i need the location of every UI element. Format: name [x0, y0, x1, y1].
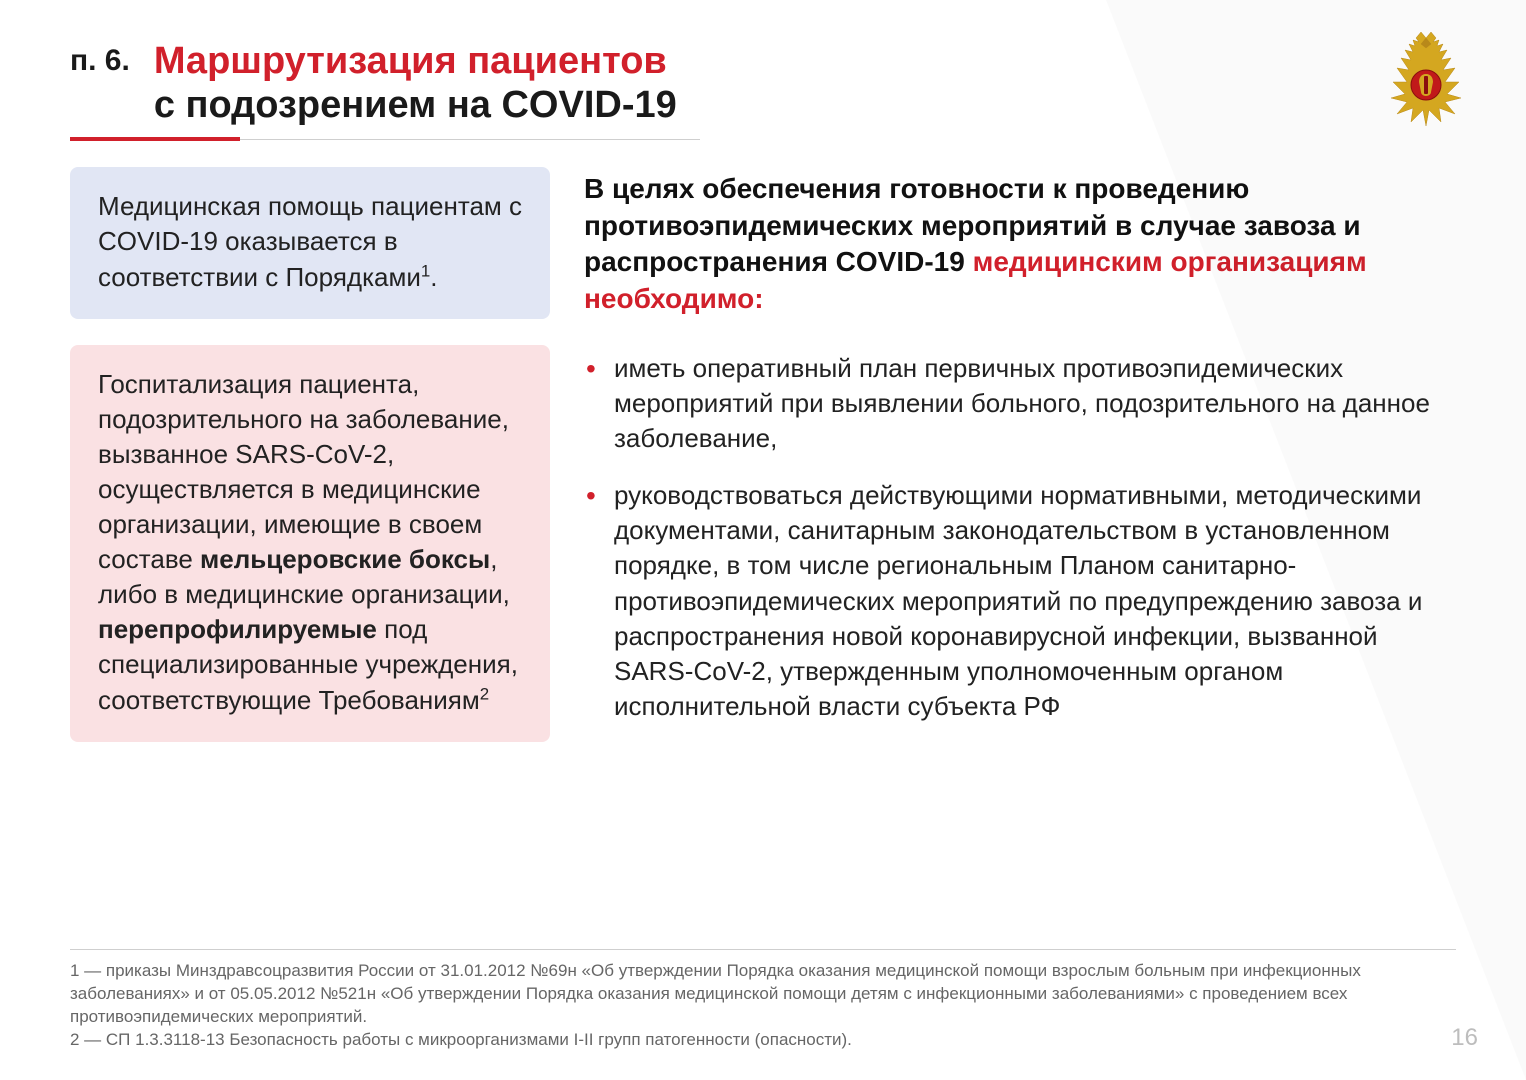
title-block: Маршрутизация пациентов с подозрением на… [154, 40, 1456, 127]
title-underline [70, 137, 1456, 141]
footnote-2: 2 — СП 1.3.3118-13 Безопасность работы с… [70, 1029, 1456, 1052]
header: п. 6. Маршрутизация пациентов с подозрен… [70, 40, 1456, 127]
info-box-pink: Госпитализация пациента, подозрительного… [70, 345, 550, 742]
bullet-list: иметь оперативный план первичных противо… [584, 351, 1456, 724]
left-column: Медицинская помощь пациентам с COVID-19 … [70, 167, 550, 746]
info-box-blue: Медицинская помощь пациентам с COVID-19 … [70, 167, 550, 318]
title-line2: с подозрением на COVID-19 [154, 84, 1456, 128]
title-line1: Маршрутизация пациентов [154, 40, 1456, 84]
ministry-emblem-icon [1381, 30, 1471, 130]
intro-text: В целях обеспечения готовности к проведе… [584, 171, 1456, 317]
bullet-item: руководствоваться действующими нормативн… [584, 478, 1456, 724]
footnotes: 1 — приказы Минздравсоцразвития России о… [70, 949, 1456, 1052]
right-column: В целях обеспечения готовности к проведе… [584, 167, 1456, 746]
footnote-1: 1 — приказы Минздравсоцразвития России о… [70, 960, 1456, 1029]
content: Медицинская помощь пациентам с COVID-19 … [70, 167, 1456, 746]
underline-red [70, 137, 240, 141]
page-number: 16 [1451, 1024, 1478, 1052]
bullet-item: иметь оперативный план первичных противо… [584, 351, 1456, 456]
underline-gray [240, 139, 700, 140]
section-label: п. 6. [70, 40, 130, 78]
slide: п. 6. Маршрутизация пациентов с подозрен… [0, 0, 1526, 1080]
